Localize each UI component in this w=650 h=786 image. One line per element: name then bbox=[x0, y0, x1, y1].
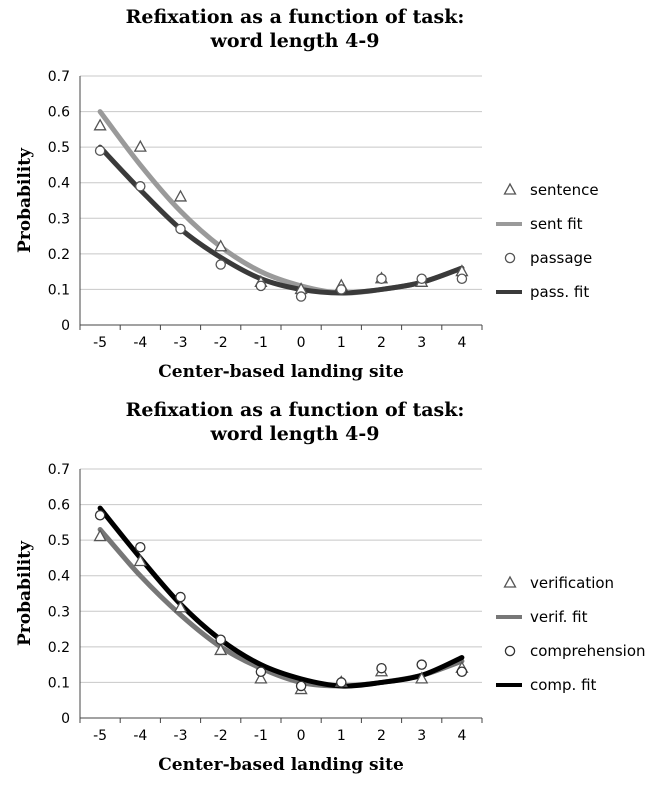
data-point-sentence bbox=[173, 189, 188, 202]
chart-title-line-1: Refixation as a function of task: bbox=[125, 399, 465, 421]
chart-panel-top: Refixation as a function of task: word l… bbox=[15, 5, 599, 382]
data-point-comprehension bbox=[175, 591, 186, 603]
y-tick-label: 0.6 bbox=[48, 105, 70, 121]
data-point-passage bbox=[175, 223, 186, 235]
data-point-passage bbox=[336, 284, 347, 295]
data-point-passage bbox=[94, 145, 106, 156]
data-point-passage bbox=[416, 273, 427, 285]
y-tick-label: 0.1 bbox=[48, 675, 70, 691]
y-axis-label: Probability bbox=[15, 147, 35, 253]
x-tick-label: -1 bbox=[254, 728, 268, 744]
legend-label: verif. fit bbox=[530, 608, 588, 626]
chart-title: Refixation as a function of task: word l… bbox=[50, 5, 540, 53]
y-tick-label: 0.5 bbox=[48, 140, 70, 156]
x-tick-label: 3 bbox=[417, 728, 426, 744]
x-tick-label: 2 bbox=[377, 728, 386, 744]
y-tick-label: 0.2 bbox=[48, 247, 70, 263]
chart-title: Refixation as a function of task: word l… bbox=[50, 398, 540, 446]
y-tick-label: 0.1 bbox=[48, 282, 70, 298]
data-point-comprehension bbox=[255, 666, 267, 678]
x-tick-label: -3 bbox=[174, 335, 188, 351]
data-point-verification bbox=[93, 529, 107, 542]
y-tick-label: 0 bbox=[61, 711, 70, 727]
x-tick-label: -4 bbox=[133, 728, 147, 744]
y-tick-label: 0 bbox=[61, 318, 70, 334]
legend-label: sent fit bbox=[530, 215, 583, 233]
data-point-comprehension bbox=[456, 666, 468, 678]
x-tick-label: 1 bbox=[337, 335, 346, 351]
x-tick-label: -2 bbox=[214, 335, 228, 351]
x-tick-label: 0 bbox=[297, 335, 306, 351]
y-tick-label: 0.4 bbox=[48, 176, 70, 192]
x-tick-label: -4 bbox=[133, 335, 147, 351]
chart-plot: 0 0.1 0.2 0.3 0.4 0.5 0.6 0.7 -5 -4 -3 -2 -1 0 1 2 3 4 Cen… bbox=[15, 462, 646, 775]
data-point-passage bbox=[215, 259, 226, 270]
data-point-comprehension bbox=[336, 677, 347, 688]
chart-title-line-1: Refixation as a function of task: bbox=[125, 6, 465, 28]
data-point-passage bbox=[456, 273, 468, 285]
data-point-comprehension bbox=[416, 659, 427, 670]
data-point-comprehension bbox=[376, 662, 387, 674]
chart-title-line-2: word length 4-9 bbox=[210, 30, 380, 52]
data-point-sentence bbox=[133, 139, 147, 152]
x-tick-label: -3 bbox=[174, 728, 188, 744]
x-tick-label: -2 bbox=[214, 728, 228, 744]
x-tick-label: -5 bbox=[93, 335, 107, 351]
x-tick-label: -1 bbox=[254, 335, 268, 351]
legend-label: pass. fit bbox=[530, 283, 589, 301]
x-tick-label: 0 bbox=[297, 728, 306, 744]
data-point-comprehension bbox=[135, 542, 146, 553]
data-point-passage bbox=[295, 291, 307, 302]
y-tick-label: 0.4 bbox=[48, 569, 70, 585]
data-point-verification bbox=[415, 671, 429, 684]
data-point-verification bbox=[254, 671, 268, 684]
x-tick-label: 4 bbox=[457, 728, 466, 744]
data-point-verification bbox=[173, 600, 188, 613]
legend-marker bbox=[504, 252, 516, 264]
legend-marker bbox=[503, 182, 517, 195]
x-axis-label: Center-based landing site bbox=[158, 755, 404, 775]
y-tick-label: 0.5 bbox=[48, 533, 70, 549]
data-point-passage bbox=[376, 273, 387, 285]
y-tick-label: 0.6 bbox=[48, 498, 70, 514]
data-point-comprehension bbox=[94, 509, 106, 521]
legend-marker bbox=[504, 645, 516, 657]
y-tick-label: 0.7 bbox=[48, 69, 70, 85]
chart-panel-bottom: Refixation as a function of task: word l… bbox=[0, 393, 650, 786]
data-point-verification bbox=[133, 554, 147, 567]
fit-line-pass-fit bbox=[97, 144, 465, 296]
y-tick-label: 0.3 bbox=[48, 211, 70, 227]
data-point-sentence bbox=[214, 239, 228, 252]
legend-label: verification bbox=[530, 574, 614, 592]
chart-title-line-2: word length 4-9 bbox=[210, 423, 380, 445]
fit-line-verif-fit bbox=[97, 526, 465, 689]
y-axis-label: Probability bbox=[15, 540, 35, 646]
y-tick-label: 0.7 bbox=[48, 462, 70, 478]
data-point-verification bbox=[214, 643, 228, 656]
x-axis-label: Center-based landing site bbox=[158, 362, 404, 382]
data-point-comprehension bbox=[295, 680, 307, 692]
x-tick-label: 1 bbox=[337, 728, 346, 744]
y-tick-label: 0.3 bbox=[48, 604, 70, 620]
legend-label: comp. fit bbox=[530, 676, 597, 694]
legend-label: comprehension bbox=[530, 642, 646, 660]
data-point-passage bbox=[255, 280, 267, 292]
x-tick-label: 2 bbox=[377, 335, 386, 351]
legend-label: sentence bbox=[530, 181, 599, 199]
data-point-comprehension bbox=[215, 634, 226, 645]
data-point-sentence bbox=[93, 118, 107, 131]
x-tick-label: 3 bbox=[417, 335, 426, 351]
x-tick-label: 4 bbox=[457, 335, 466, 351]
legend-marker bbox=[503, 575, 517, 588]
y-tick-label: 0.2 bbox=[48, 640, 70, 656]
legend-label: passage bbox=[530, 249, 592, 267]
chart-plot: 0 0.1 0.2 0.3 0.4 0.5 0.6 0.7 -5 -4 -3 -2 -1 0 1 2 3 4 Cen… bbox=[15, 69, 599, 382]
x-tick-label: -5 bbox=[93, 728, 107, 744]
fit-line-comp-fit bbox=[97, 505, 465, 689]
data-point-passage bbox=[135, 181, 146, 192]
